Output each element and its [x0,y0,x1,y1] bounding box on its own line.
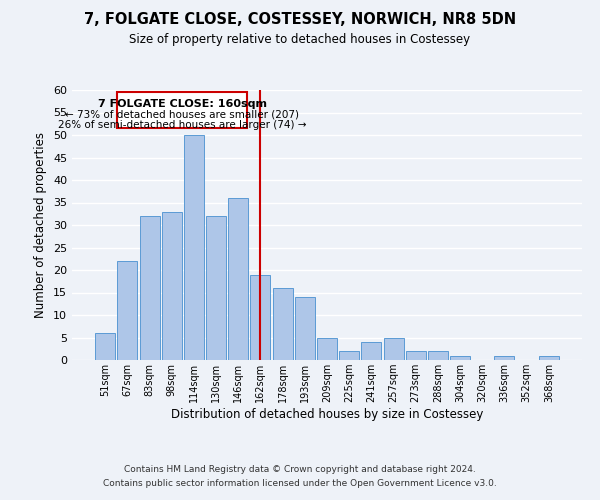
Bar [228,198,248,360]
Text: 7, FOLGATE CLOSE, COSTESSEY, NORWICH, NR8 5DN: 7, FOLGATE CLOSE, COSTESSEY, NORWICH, NR… [84,12,516,28]
Bar [494,356,514,360]
X-axis label: Distribution of detached houses by size in Costessey: Distribution of detached houses by size … [171,408,483,421]
Bar [539,356,559,360]
Bar [95,333,115,360]
Text: Contains HM Land Registry data © Crown copyright and database right 2024.
Contai: Contains HM Land Registry data © Crown c… [103,466,497,487]
Bar [383,338,404,360]
Text: 7 FOLGATE CLOSE: 160sqm: 7 FOLGATE CLOSE: 160sqm [98,99,267,109]
Text: ← 73% of detached houses are smaller (207): ← 73% of detached houses are smaller (20… [65,110,299,120]
Bar [162,212,182,360]
Text: 26% of semi-detached houses are larger (74) →: 26% of semi-detached houses are larger (… [58,120,307,130]
Bar [450,356,470,360]
Bar [406,351,426,360]
Bar [295,297,315,360]
Bar [118,261,137,360]
Bar [184,135,204,360]
Bar [317,338,337,360]
Bar [361,342,382,360]
FancyBboxPatch shape [118,92,247,128]
Bar [339,351,359,360]
Bar [206,216,226,360]
Bar [272,288,293,360]
Bar [250,274,271,360]
Y-axis label: Number of detached properties: Number of detached properties [34,132,47,318]
Text: Size of property relative to detached houses in Costessey: Size of property relative to detached ho… [130,32,470,46]
Bar [428,351,448,360]
Bar [140,216,160,360]
